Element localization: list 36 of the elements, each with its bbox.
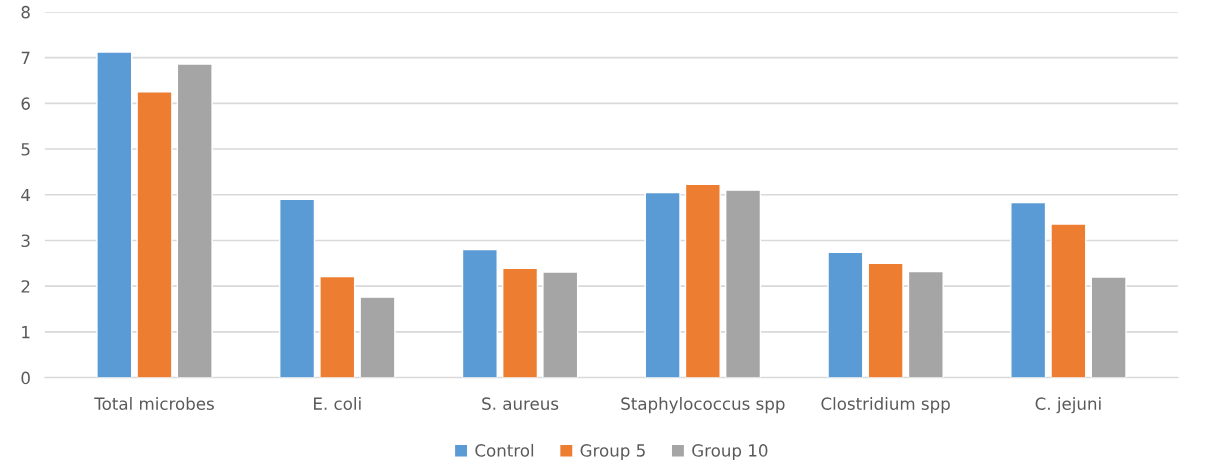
bar [279,198,316,378]
bar [176,63,213,378]
legend-label: Group 5 [580,444,645,460]
x-tick-label: C. jejuni [1035,397,1101,414]
y-tick-label: 7 [21,51,30,64]
y-tick-label: 4 [21,188,31,202]
y-tick-label: 2 [21,280,30,293]
bar [684,183,721,378]
bar [1010,201,1047,378]
x-tick-label: E. coli [314,397,361,410]
legend-label: Control [475,443,534,457]
bar [867,262,904,378]
bar [1050,223,1087,378]
x-tick-label: Staphylococcus spp [621,397,785,414]
y-tick-label: 5 [21,143,30,156]
x-tick-label: S. aureus [482,397,559,410]
legend-label: Group 10 [692,444,768,460]
bar [96,51,133,378]
bar [724,189,762,378]
bar [461,248,498,378]
y-tick-label: 6 [21,97,30,110]
bar [644,191,681,378]
bar [542,271,579,378]
y-tick-label: 8 [21,5,30,19]
bar [907,270,944,378]
y-tick-label: 1 [22,326,30,339]
bar [136,91,173,378]
x-tick-label: Total microbes [94,397,214,410]
x-tick-label: Clostridium spp [821,397,950,414]
bar [827,251,864,378]
bar [502,267,539,378]
bar [1090,276,1127,378]
bar [319,275,356,378]
bar [359,296,396,378]
y-tick-label: 0 [21,371,30,385]
y-tick-label: 3 [21,234,30,248]
